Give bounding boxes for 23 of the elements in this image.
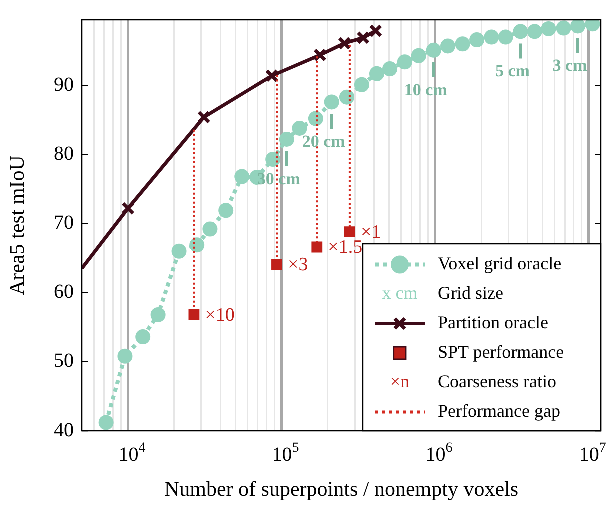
annotation: 3 cm — [552, 56, 588, 76]
legend-label: SPT performance — [438, 342, 564, 362]
y-tick-label: 40 — [54, 419, 74, 442]
y-tick-label: 90 — [54, 74, 74, 96]
annotation: ×1.5 — [328, 237, 363, 258]
legend-label: Voxel grid oracle — [438, 253, 562, 274]
annotation: x cm — [382, 282, 418, 303]
legend-label: Performance gap — [438, 400, 560, 421]
annotation: Grid size — [438, 282, 504, 303]
y-tick-label: 80 — [54, 142, 74, 165]
annotation: 20 cm — [302, 132, 346, 152]
y-tick-label: 60 — [54, 281, 74, 304]
annotation: ×10 — [205, 304, 235, 326]
annotation: ×n — [390, 371, 410, 392]
x-axis-title: Number of superpoints / nonempty voxels — [164, 476, 519, 501]
annotation: Coarseness ratio — [438, 371, 556, 392]
legend-label: Partition oracle — [438, 312, 548, 332]
annotation: ×3 — [288, 254, 308, 276]
annotation: 5 cm — [495, 62, 530, 81]
y-tick-label: 70 — [54, 212, 74, 234]
annotation: ×1 — [360, 222, 382, 244]
y-tick-label: 50 — [54, 350, 74, 372]
y-axis-title: Area5 test mIoU — [5, 156, 30, 296]
